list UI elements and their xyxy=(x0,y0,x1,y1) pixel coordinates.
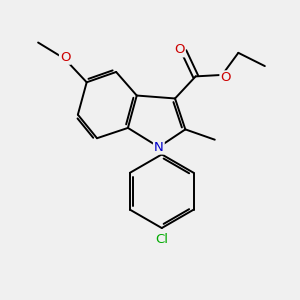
Text: Cl: Cl xyxy=(155,233,168,246)
Text: N: N xyxy=(154,141,164,154)
Text: methyl: methyl xyxy=(218,137,248,146)
Text: O: O xyxy=(174,44,185,56)
Text: O: O xyxy=(220,71,231,84)
Text: O: O xyxy=(60,51,70,64)
